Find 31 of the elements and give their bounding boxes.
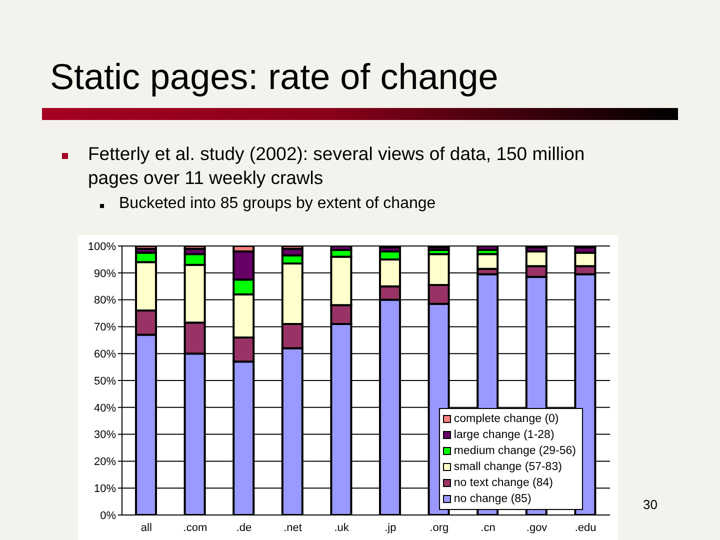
x-tick-label: .uk: [334, 522, 350, 534]
legend-label: large change (1-28): [454, 429, 554, 441]
text: Bucketed into 85 groups by extent of change: [119, 195, 436, 212]
x-tick-label: .cn: [480, 522, 496, 534]
x-tick-label: .com: [183, 522, 208, 534]
legend-label: medium change (29-56): [454, 445, 576, 457]
legend-label: small change (57-83): [454, 461, 562, 473]
x-tick-label: .net: [284, 522, 302, 534]
x-tick-label: .edu: [574, 522, 596, 534]
x-tick-label: .gov: [526, 522, 548, 534]
legend-label: no change (85): [454, 493, 532, 505]
y-tick-label: 80%: [94, 294, 116, 307]
y-tick-label: 0%: [100, 510, 116, 522]
x-tick-label: .jp: [384, 522, 396, 534]
y-tick-label: 50%: [94, 375, 116, 388]
y-tick-label: 60%: [94, 348, 116, 361]
x-tick-label: .org: [430, 522, 449, 534]
y-tick-label: 90%: [94, 268, 116, 280]
text: 30: [643, 497, 658, 512]
y-tick-label: 40%: [94, 402, 116, 414]
y-tick-label: 10%: [94, 483, 116, 496]
legend-label: no text change (84): [454, 477, 553, 489]
legend-label: complete change (0): [454, 413, 559, 425]
y-tick-label: 20%: [94, 456, 116, 468]
chart-title: Static pages: rate of change: [50, 56, 498, 97]
y-tick-label: 70%: [94, 322, 116, 334]
y-tick-label: 100%: [88, 240, 116, 253]
x-tick-label: all: [140, 522, 152, 534]
x-tick-label: .de: [236, 522, 252, 534]
text: Fetterly et al. study (2002): several views of data, 150 million pages over 11 weekly crawls: [88, 143, 585, 188]
y-tick-label: 30%: [94, 429, 116, 442]
